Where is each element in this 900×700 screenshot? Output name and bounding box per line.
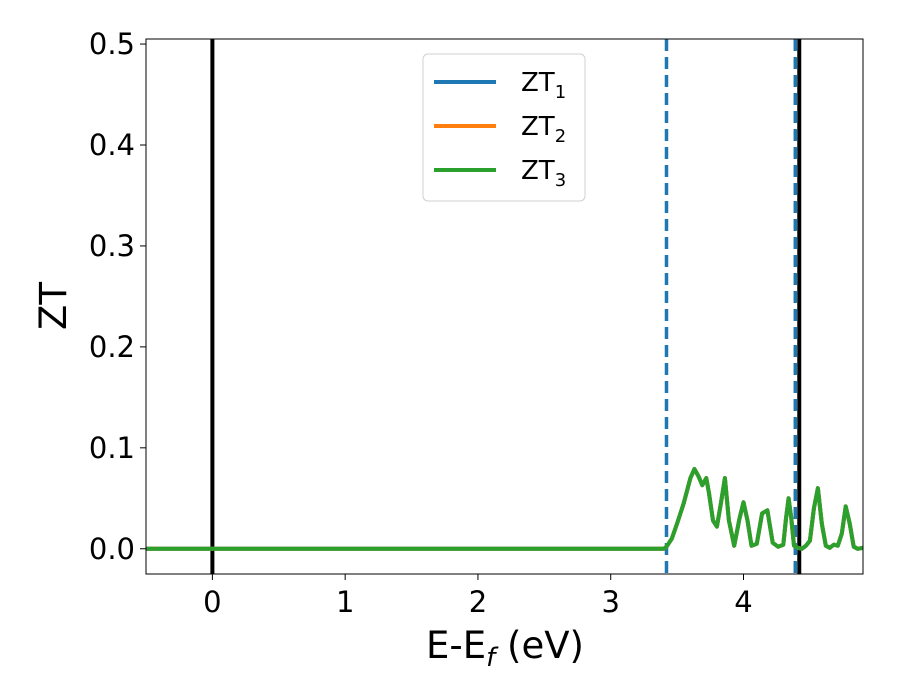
legend-label-3: ZT3 bbox=[521, 156, 566, 191]
series-group bbox=[146, 467, 863, 551]
y-tick-label: 0.4 bbox=[89, 128, 135, 162]
y-tick-label: 0.1 bbox=[89, 431, 135, 465]
legend: ZT1 ZT2 ZT3 bbox=[422, 53, 586, 202]
y-axis-label: ZT bbox=[32, 282, 75, 330]
x-axis-ticks: 0 1 2 3 4 bbox=[203, 574, 753, 619]
legend-label-2: ZT2 bbox=[521, 112, 566, 147]
x-axis-label: E-Ef (eV) bbox=[426, 624, 584, 673]
y-axis-ticks: 0.0 0.1 0.2 0.3 0.4 0.5 bbox=[89, 27, 146, 566]
reference-lines bbox=[210, 39, 802, 574]
x-tick-label: 0 bbox=[203, 585, 221, 619]
x-tick-label: 4 bbox=[734, 585, 752, 619]
y-tick-label: 0.3 bbox=[89, 229, 135, 263]
series-line-2 bbox=[146, 467, 863, 551]
x-tick-label: 1 bbox=[336, 585, 354, 619]
x-tick-label: 2 bbox=[469, 585, 487, 619]
legend-label-1: ZT1 bbox=[521, 68, 566, 103]
series-line-1 bbox=[146, 467, 863, 551]
x-tick-label: 3 bbox=[601, 585, 619, 619]
y-tick-label: 0.0 bbox=[89, 532, 135, 566]
y-tick-label: 0.5 bbox=[89, 27, 135, 61]
series-line-3 bbox=[146, 467, 863, 551]
legend-box bbox=[422, 53, 586, 202]
plot-frame bbox=[145, 38, 864, 575]
y-tick-label: 0.2 bbox=[89, 330, 135, 364]
